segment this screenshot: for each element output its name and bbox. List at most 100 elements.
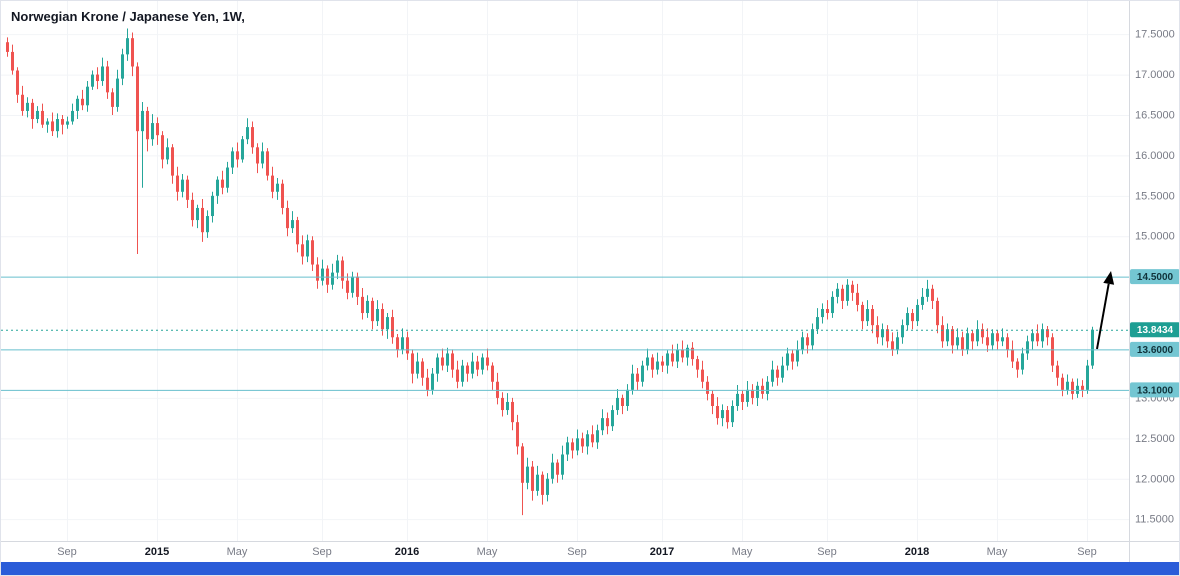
candle-body — [11, 51, 14, 71]
candle-body — [406, 337, 409, 354]
arrow-head-icon — [1103, 271, 1115, 285]
candle-body — [316, 264, 319, 281]
line-price-badge — [1130, 382, 1179, 398]
svg-text:13.6000: 13.6000 — [1137, 345, 1174, 356]
candle-body — [371, 300, 374, 322]
symbol-title[interactable]: Norwegian Krone / Japanese Yen, 1W, — [11, 9, 245, 24]
candle-body — [561, 454, 564, 475]
candle-body — [1051, 337, 1054, 366]
candle-body — [251, 127, 254, 148]
candle-body — [856, 292, 859, 305]
candle-body — [636, 373, 639, 382]
time-tick-label: 2017 — [650, 546, 674, 558]
line-price-badge — [1130, 341, 1179, 357]
candle-body — [766, 381, 769, 394]
candle-body — [26, 102, 29, 111]
candle-body — [1041, 329, 1044, 342]
candle-body — [516, 422, 519, 447]
candle-body — [201, 207, 204, 233]
candle-body — [1061, 377, 1064, 390]
price-tick-label: 16.0000 — [1135, 150, 1175, 162]
candle-body — [391, 317, 394, 338]
svg-text:13.1000: 13.1000 — [1137, 385, 1174, 396]
price-tick-label: 17.0000 — [1135, 69, 1175, 81]
candle-body — [936, 300, 939, 326]
bottom-taskbar — [1, 562, 1179, 575]
candle-body — [31, 102, 34, 120]
trend-arrow-drawing[interactable] — [1096, 271, 1115, 350]
time-tick-label: Sep — [312, 546, 332, 558]
candle-body — [136, 66, 139, 132]
price-axis[interactable]: 17.5000 17.0000 16.5000 16.0000 15.5000 15.00… — [1130, 29, 1180, 526]
candle-body — [661, 361, 664, 366]
candle-body — [451, 353, 454, 370]
candle-body — [586, 434, 589, 447]
candle-body — [531, 466, 534, 491]
candle-body — [666, 353, 669, 366]
candle-body — [626, 389, 629, 406]
candle-body — [841, 288, 844, 301]
candle-body — [1026, 341, 1029, 354]
candle-body — [996, 333, 999, 342]
candle-body — [341, 260, 344, 281]
candle-body — [161, 135, 164, 160]
candle-body — [941, 325, 944, 342]
time-tick-label: May — [987, 546, 1008, 558]
candle-body — [131, 38, 134, 67]
line-price-badge — [1130, 269, 1179, 285]
candle-body — [696, 359, 699, 370]
candle-body — [256, 147, 259, 164]
candle-body — [1046, 329, 1049, 338]
time-axis[interactable]: Sep 2015 May Sep 2016 May Sep 2017 May Sep 2018 May… — [57, 546, 1097, 558]
candle-body — [726, 410, 729, 423]
price-tick-label: 11.5000 — [1135, 514, 1174, 526]
time-tick-label: Sep — [567, 546, 587, 558]
candle-body — [906, 313, 909, 326]
candle-body — [421, 361, 424, 378]
candle-body — [206, 216, 209, 233]
price-tick-label: 17.5000 — [1135, 29, 1175, 41]
candle-body — [521, 446, 524, 483]
candle-body — [141, 110, 144, 132]
candle-body — [631, 373, 634, 390]
candle-body — [671, 353, 674, 362]
candle-body — [361, 296, 364, 314]
candle-body — [581, 438, 584, 447]
candle-body — [176, 175, 179, 192]
candle-body — [431, 373, 434, 390]
candle-body — [946, 329, 949, 342]
candle-body — [226, 167, 229, 188]
candle-body — [776, 369, 779, 378]
candle-body — [546, 478, 549, 495]
candle-body — [146, 110, 149, 140]
candle-body — [91, 74, 94, 87]
candle-body — [351, 276, 354, 293]
candle-body — [836, 288, 839, 297]
candle-body — [986, 337, 989, 346]
candle-body — [901, 325, 904, 338]
candle-body — [156, 123, 159, 136]
candle-body — [6, 42, 9, 52]
candle-body — [426, 377, 429, 390]
candle-body — [331, 272, 334, 285]
time-tick-label: Sep — [57, 546, 77, 558]
candle-body — [866, 308, 869, 322]
candle-body — [481, 357, 484, 370]
candle-body — [196, 207, 199, 221]
candle-body — [491, 365, 494, 382]
candle-body — [801, 337, 804, 350]
candle-body — [231, 151, 234, 168]
candle-body — [191, 199, 194, 221]
candle-body — [101, 66, 104, 82]
candle-body — [461, 365, 464, 382]
candle-body — [106, 66, 109, 93]
candle-body — [686, 347, 689, 358]
candle-body — [111, 92, 114, 107]
candle-body — [186, 179, 189, 200]
candle-body — [396, 337, 399, 350]
horizontal-line-drawings[interactable] — [1, 276, 1129, 391]
candle-body — [861, 304, 864, 322]
candle-body — [336, 260, 339, 273]
